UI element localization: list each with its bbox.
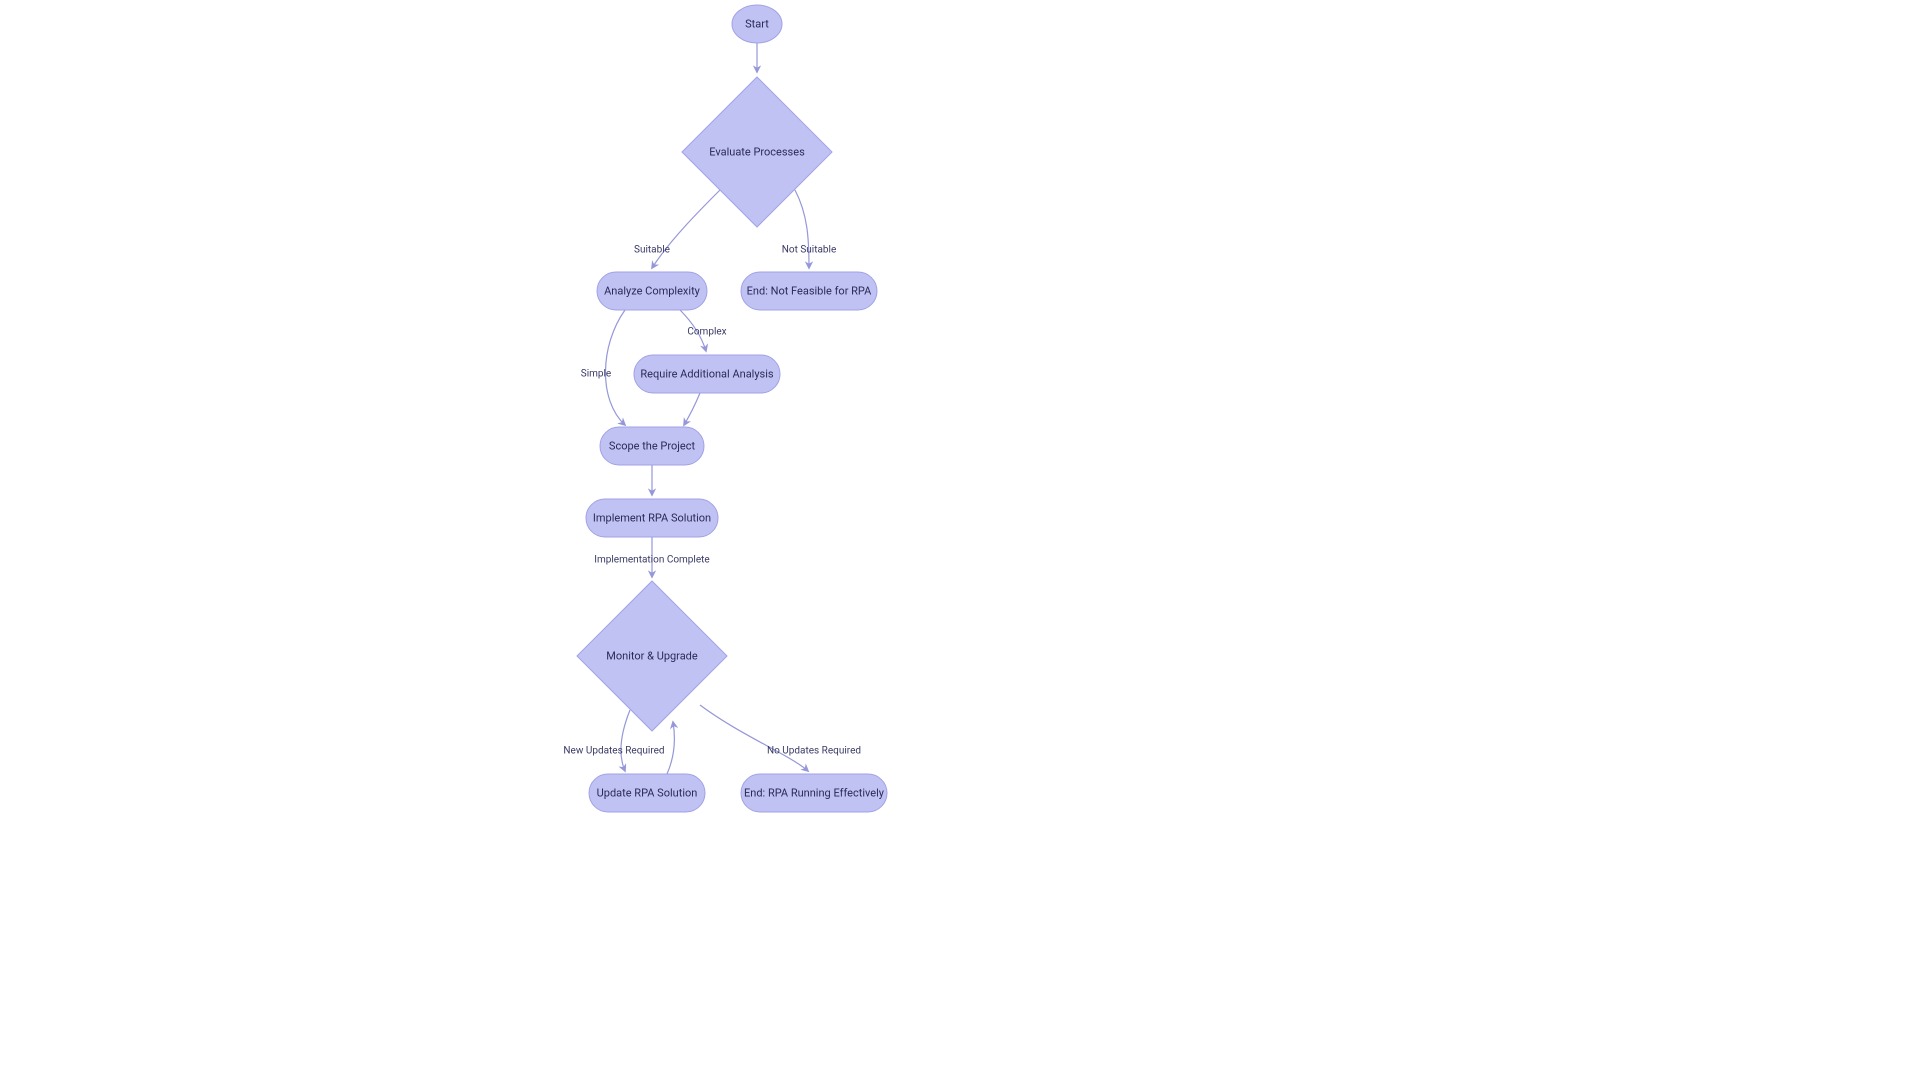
node-label-evaluate: Evaluate Processes bbox=[709, 145, 805, 158]
edge-label-analyze-scope: Simple bbox=[581, 369, 612, 380]
node-label-update: Update RPA Solution bbox=[597, 786, 698, 799]
node-label-notfeasible: End: Not Feasible for RPA bbox=[747, 284, 872, 297]
flowchart-canvas: Start Evaluate Processes Analyze Complexit… bbox=[0, 0, 1920, 1080]
edge-label-evaluate-analyze: Suitable bbox=[634, 245, 670, 256]
edge-label-implement-monitor: Implementation Complete bbox=[594, 555, 709, 566]
edge-analyze-scope bbox=[605, 310, 625, 425]
edge-monitor-update bbox=[621, 710, 630, 771]
edge-monitor-effective bbox=[700, 705, 808, 771]
edge-label-analyze-require: Complex bbox=[687, 327, 726, 338]
edge-evaluate-analyze bbox=[652, 190, 720, 268]
node-label-require: Require Additional Analysis bbox=[640, 367, 774, 380]
node-label-scope: Scope the Project bbox=[609, 439, 696, 452]
node-label-start: Start bbox=[745, 17, 769, 30]
node-label-effective: End: RPA Running Effectively bbox=[744, 786, 885, 799]
edge-evaluate-notfeasible bbox=[795, 190, 809, 268]
node-label-implement: Implement RPA Solution bbox=[593, 511, 711, 524]
edge-require-scope bbox=[684, 393, 700, 425]
edge-label-monitor-update: New Updates Required bbox=[563, 746, 664, 757]
edge-label-evaluate-notfeasible: Not Suitable bbox=[782, 245, 837, 256]
node-label-monitor: Monitor & Upgrade bbox=[606, 649, 698, 662]
edge-update-monitor bbox=[667, 722, 674, 774]
edge-label-monitor-effective: No Updates Required bbox=[767, 746, 861, 757]
node-label-analyze: Analyze Complexity bbox=[604, 284, 701, 297]
